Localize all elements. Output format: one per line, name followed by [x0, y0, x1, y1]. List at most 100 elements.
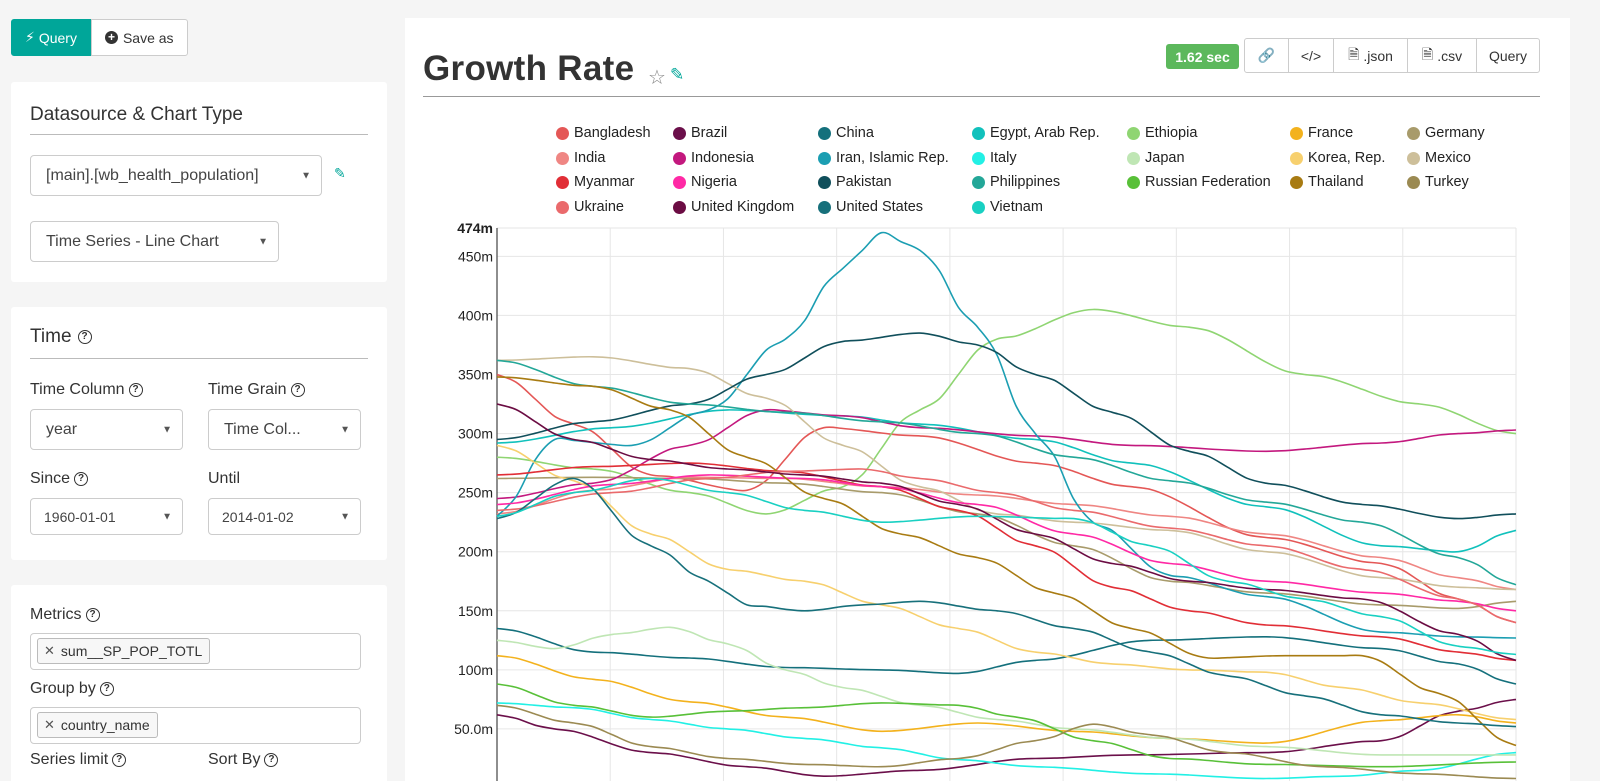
viz-type-select[interactable]: Time Series - Line Chart ▼: [30, 221, 279, 262]
metrics-input[interactable]: ✕ sum__SP_POP_TOTL: [30, 633, 361, 670]
caret-down-icon: ▼: [301, 170, 311, 181]
link-button[interactable]: 🔗: [1244, 38, 1289, 73]
series-line-nigeria[interactable]: [496, 474, 1517, 612]
legend-item-bangladesh[interactable]: Bangladesh: [556, 125, 651, 141]
series-line-korea-rep[interactable]: [496, 444, 1517, 721]
legend-dot-icon: [972, 175, 985, 189]
series-line-vietnam[interactable]: [496, 477, 1517, 656]
help-icon[interactable]: ?: [85, 608, 100, 622]
series-line-japan[interactable]: [496, 626, 1516, 756]
query-button[interactable]: ⚡ Query: [11, 19, 91, 56]
edit-datasource-icon[interactable]: ✎: [334, 165, 346, 181]
help-icon[interactable]: ?: [99, 682, 114, 696]
help-icon[interactable]: ?: [128, 383, 143, 397]
help-icon[interactable]: ?: [74, 472, 89, 486]
group-by-tag[interactable]: ✕ country_name: [37, 712, 158, 738]
legend-item-philippines[interactable]: Philippines: [972, 174, 1060, 190]
legend-item-vietnam[interactable]: Vietnam: [972, 199, 1043, 215]
remove-tag-icon[interactable]: ✕: [44, 643, 55, 658]
series-line-russian-federation[interactable]: [496, 683, 1517, 768]
legend-dot-icon: [1407, 126, 1420, 140]
save-as-button[interactable]: + Save as: [90, 19, 188, 56]
series-line-philippines[interactable]: [496, 359, 1517, 586]
legend-item-japan[interactable]: Japan: [1127, 150, 1185, 166]
time-column-select[interactable]: year ▼: [30, 409, 183, 450]
legend-item-russian-federation[interactable]: Russian Federation: [1127, 174, 1271, 190]
legend-item-iran-islamic-rep[interactable]: Iran, Islamic Rep.: [818, 150, 949, 166]
series-line-myanmar[interactable]: [496, 462, 1517, 662]
caret-down-icon: ▼: [340, 511, 350, 522]
until-select[interactable]: 2014-01-02 ▼: [208, 498, 361, 535]
legend-item-indonesia[interactable]: Indonesia: [673, 150, 754, 166]
series-line-iran-islamic-rep[interactable]: [496, 231, 1517, 639]
legend-item-india[interactable]: India: [556, 150, 605, 166]
series-line-ethiopia[interactable]: [496, 308, 1517, 515]
legend-item-brazil[interactable]: Brazil: [673, 125, 727, 141]
plus-circle-icon: +: [104, 31, 118, 44]
legend-item-thailand[interactable]: Thailand: [1290, 174, 1364, 190]
help-icon[interactable]: ?: [77, 330, 92, 344]
help-icon[interactable]: ?: [112, 753, 127, 767]
time-column-value: year: [46, 420, 78, 438]
help-icon[interactable]: ?: [264, 753, 279, 767]
caret-down-icon: ▼: [162, 424, 172, 435]
remove-tag-icon[interactable]: ✕: [44, 717, 55, 732]
legend-dot-icon: [1127, 151, 1140, 165]
legend-item-turkey[interactable]: Turkey: [1407, 174, 1469, 190]
series-line-china[interactable]: [496, 627, 1517, 685]
legend-item-korea-rep[interactable]: Korea, Rep.: [1290, 150, 1385, 166]
legend-dot-icon: [673, 151, 686, 165]
series-line-egypt-arab-rep[interactable]: [496, 409, 1517, 553]
series-line-ukraine[interactable]: [496, 468, 1517, 624]
legend-item-pakistan[interactable]: Pakistan: [818, 174, 892, 190]
group-by-input[interactable]: ✕ country_name: [30, 707, 361, 744]
json-button-label: .json: [1363, 47, 1393, 64]
help-icon[interactable]: ?: [290, 383, 305, 397]
legend-item-united-states[interactable]: United States: [818, 199, 923, 215]
legend-item-nigeria[interactable]: Nigeria: [673, 174, 737, 190]
csv-button[interactable]: 🗎 .csv: [1407, 38, 1477, 73]
viz-type-value: Time Series - Line Chart: [46, 232, 219, 250]
legend-item-ethiopia[interactable]: Ethiopia: [1127, 125, 1197, 141]
view-query-button[interactable]: Query: [1476, 38, 1540, 73]
legend-label: Indonesia: [691, 150, 754, 166]
json-button[interactable]: 🗎 .json: [1333, 38, 1408, 73]
series-line-mexico[interactable]: [496, 355, 1517, 591]
series-line-bangladesh[interactable]: [496, 373, 1517, 624]
legend-label: Egypt, Arab Rep.: [990, 125, 1100, 141]
legend-item-myanmar[interactable]: Myanmar: [556, 174, 634, 190]
star-icon[interactable]: ☆: [648, 67, 666, 89]
embed-code-button[interactable]: </>: [1288, 38, 1334, 73]
legend-item-china[interactable]: China: [818, 125, 874, 141]
y-tick-label: 350m: [458, 366, 493, 382]
legend-item-germany[interactable]: Germany: [1407, 125, 1485, 141]
time-grain-select[interactable]: Time Col... ▼: [208, 409, 361, 450]
series-line-turkey[interactable]: [496, 704, 1517, 780]
metric-tag[interactable]: ✕ sum__SP_POP_TOTL: [37, 638, 211, 664]
legend-item-france[interactable]: France: [1290, 125, 1353, 141]
series-line-united-states[interactable]: [496, 477, 1517, 728]
series-line-united-kingdom[interactable]: [496, 403, 1517, 662]
legend-label: Italy: [990, 150, 1017, 166]
series-line-france[interactable]: [496, 654, 1517, 744]
series-line-brazil[interactable]: [496, 698, 1517, 778]
legend-item-mexico[interactable]: Mexico: [1407, 150, 1471, 166]
sort-by-label-text: Sort By: [208, 751, 261, 768]
file-code-icon: 🗎: [1348, 45, 1360, 62]
code-icon: </>: [1300, 47, 1322, 64]
legend-item-italy[interactable]: Italy: [972, 150, 1017, 166]
since-select[interactable]: 1960-01-01 ▼: [30, 498, 183, 535]
series-line-pakistan[interactable]: [496, 332, 1517, 520]
legend-item-ukraine[interactable]: Ukraine: [556, 199, 624, 215]
legend-dot-icon: [673, 126, 686, 140]
series-line-indonesia[interactable]: [496, 408, 1517, 500]
legend-dot-icon: [673, 200, 686, 214]
legend-item-egypt-arab-rep[interactable]: Egypt, Arab Rep.: [972, 125, 1100, 141]
series-line-thailand[interactable]: [496, 376, 1517, 747]
edit-icon[interactable]: ✎: [670, 65, 685, 84]
series-line-italy[interactable]: [496, 702, 1517, 780]
datasource-select[interactable]: [main].[wb_health_population] ▼: [30, 155, 322, 196]
legend-label: France: [1308, 125, 1354, 141]
legend-item-united-kingdom[interactable]: United Kingdom: [673, 199, 794, 215]
save-as-label: Save as: [122, 29, 174, 46]
